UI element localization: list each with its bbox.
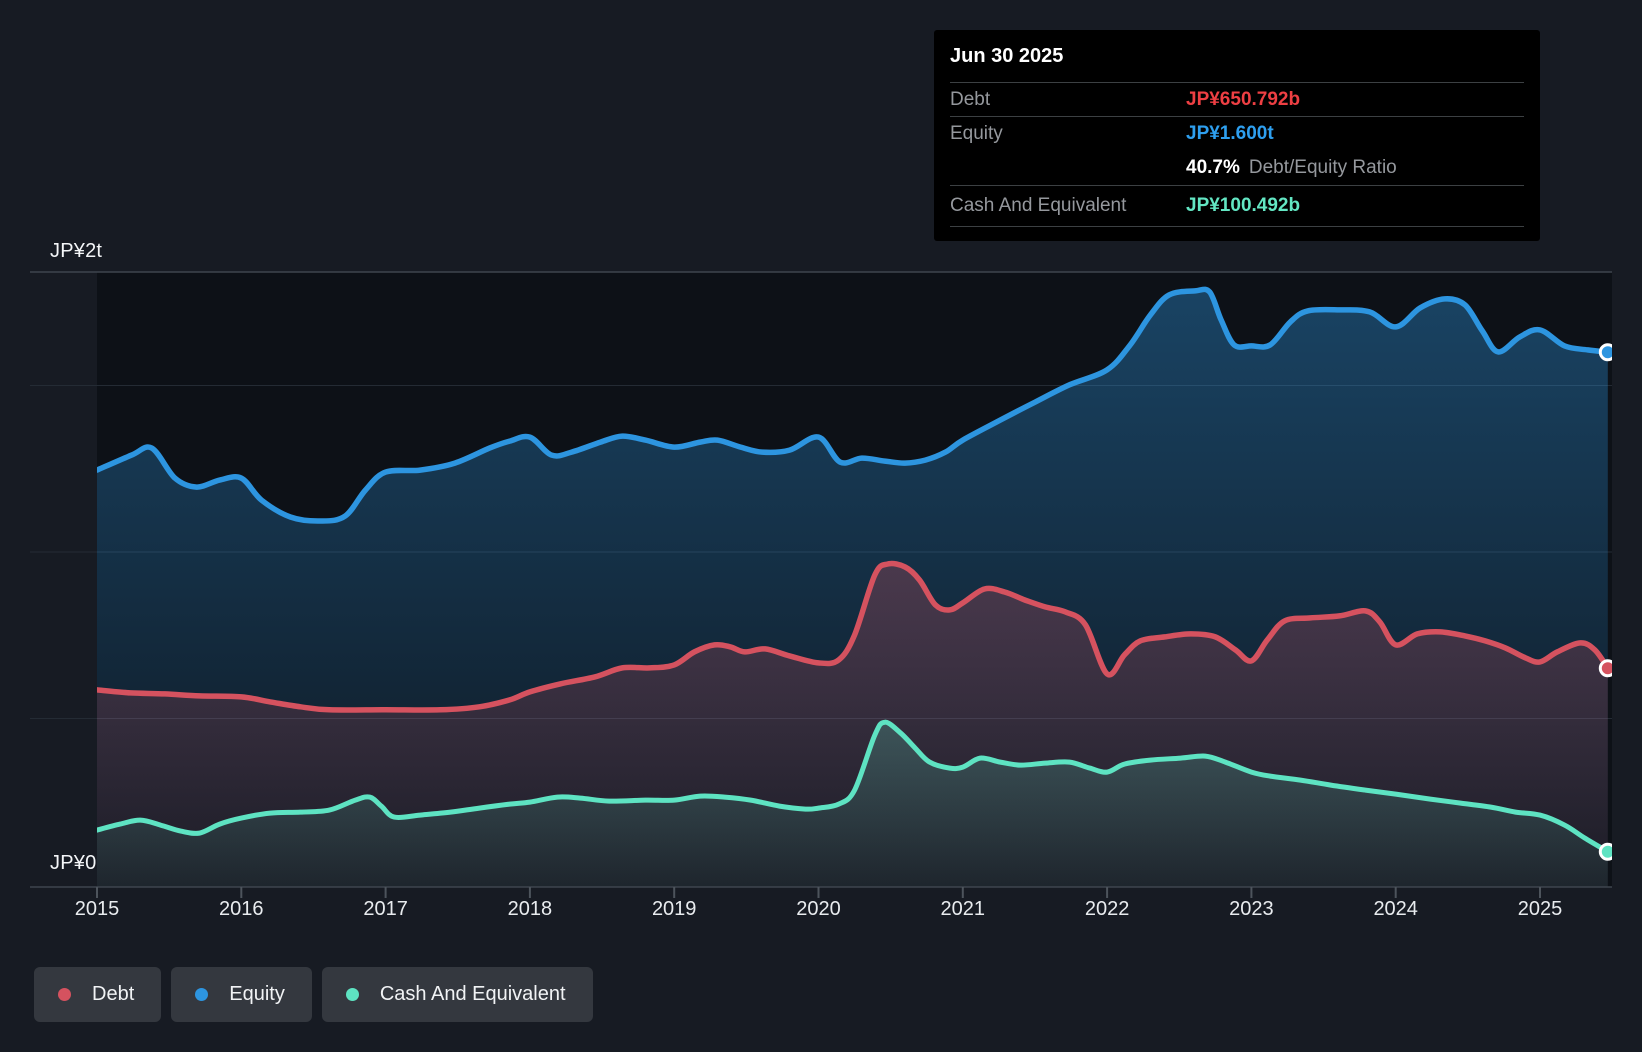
tooltip-ratio-row: 40.7% Debt/Equity Ratio [950, 151, 1524, 186]
tooltip-ratio-label: Debt/Equity Ratio [1248, 157, 1397, 178]
tooltip-cash-value: JP¥100.492b [1186, 195, 1301, 216]
cash-line [97, 719, 1611, 855]
tooltip-ratio: 40.7% Debt/Equity Ratio [1186, 157, 1397, 179]
x-axis-label-2025: 2025 [1517, 898, 1563, 920]
x-axis-label-2024: 2024 [1373, 898, 1418, 920]
chart-legend: Debt Equity Cash And Equivalent [34, 967, 603, 1022]
equity-end-dot [1598, 343, 1612, 362]
tooltip-equity-value: JP¥1.600t [1186, 123, 1274, 144]
tooltip-equity-row: Equity JP¥1.600t [950, 117, 1524, 151]
axis-lines [30, 271, 1612, 888]
debt-end-dot [1598, 659, 1612, 678]
series-lines [97, 286, 1611, 855]
series-areas [97, 289, 1608, 887]
y-axis-max-label: JP¥2t [50, 240, 103, 262]
tooltip-debt-label: Debt [950, 88, 991, 110]
hover-tooltip: Jun 30 2025 Debt JP¥650.792b Equity JP¥1… [934, 30, 1540, 241]
legend-item-equity[interactable]: Equity [171, 967, 312, 1022]
tooltip-debt-value: JP¥650.792b [1186, 88, 1301, 110]
equity-color-dot-icon [195, 988, 209, 1001]
cash-area [97, 722, 1608, 887]
legend-item-debt[interactable]: Debt [34, 967, 162, 1022]
x-axis-label-2015: 2015 [74, 898, 120, 920]
cash-color-dot-icon [345, 988, 359, 1001]
tooltip-debt-row: Debt JP¥650.792b [950, 83, 1524, 117]
tooltip-date: Jun 30 2025 [950, 30, 1524, 83]
x-axis-ticks [96, 887, 1541, 898]
tooltip-ratio-value: 40.7% [1186, 157, 1240, 178]
x-axis-label-2021: 2021 [940, 898, 986, 920]
x-axis-label-2017: 2017 [363, 898, 408, 920]
tooltip-equity-label: Equity [950, 123, 1003, 144]
debt-line [97, 560, 1611, 713]
legend-cash-label: Cash And Equivalent [379, 983, 566, 1005]
tooltip-cash-row: Cash And Equivalent JP¥100.492b [950, 186, 1524, 227]
equity-line [97, 286, 1611, 524]
tooltip-cash-label: Cash And Equivalent [950, 195, 1127, 216]
debt-color-dot-icon [58, 988, 71, 1001]
x-axis-label-2018: 2018 [507, 898, 553, 920]
cash-end-dot [1598, 842, 1612, 861]
legend-item-cash[interactable]: Cash And Equivalent [321, 967, 593, 1022]
x-axis-label-2022: 2022 [1084, 898, 1130, 920]
series-end-dots [1598, 343, 1612, 861]
legend-equity-label: Equity [229, 983, 285, 1005]
x-axis-label-2016: 2016 [219, 898, 264, 920]
legend-debt-label: Debt [92, 983, 135, 1005]
y-axis-zero-label: JP¥0 [50, 852, 97, 874]
x-axis-label-2020: 2020 [796, 898, 841, 920]
x-axis-label-2023: 2023 [1229, 898, 1274, 920]
x-axis-label-2019: 2019 [651, 898, 697, 920]
